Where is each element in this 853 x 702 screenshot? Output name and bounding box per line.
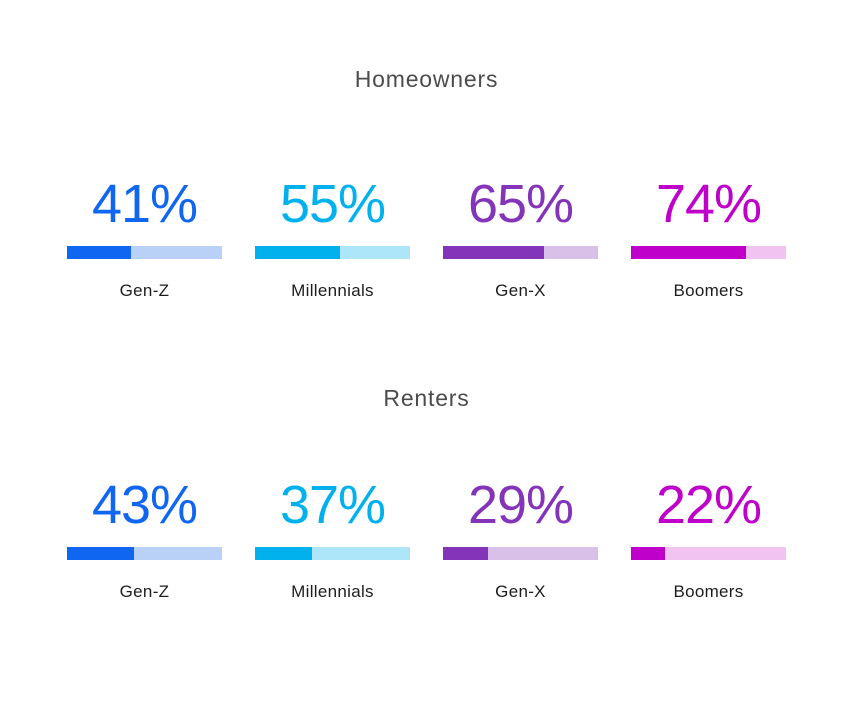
progress-bar-fill bbox=[67, 547, 134, 560]
progress-bar bbox=[631, 547, 786, 560]
stat-label: Gen-Z bbox=[119, 582, 170, 601]
stat-value: 41% bbox=[91, 174, 198, 234]
stat-value: 74% bbox=[655, 174, 762, 234]
stat-card-homeowners-boomers: 74% Boomers bbox=[631, 176, 786, 301]
stat-card-renters-boomers: 22% Boomers bbox=[631, 477, 786, 602]
stat-label: Boomers bbox=[673, 582, 744, 601]
stat-label: Millennials bbox=[291, 281, 374, 300]
progress-bar-fill bbox=[255, 547, 313, 560]
stat-card-homeowners-gen-z: 41% Gen-Z bbox=[67, 176, 222, 301]
progress-bar-fill bbox=[443, 547, 488, 560]
stat-card-renters-gen-z: 43% Gen-Z bbox=[67, 477, 222, 602]
progress-bar-fill bbox=[443, 246, 544, 259]
stat-label: Millennials bbox=[291, 582, 374, 601]
stat-label: Gen-Z bbox=[119, 281, 170, 300]
stat-card-renters-millennials: 37% Millennials bbox=[255, 477, 410, 602]
stat-card-homeowners-gen-x: 65% Gen-X bbox=[443, 176, 598, 301]
stat-value: 65% bbox=[467, 174, 574, 234]
stat-value: 37% bbox=[279, 475, 386, 535]
progress-bar bbox=[67, 246, 222, 259]
stat-label: Gen-X bbox=[495, 281, 546, 300]
stat-value: 22% bbox=[655, 475, 762, 535]
stat-value: 29% bbox=[467, 475, 574, 535]
progress-bar bbox=[443, 246, 598, 259]
section-title-homeowners: Homeowners bbox=[354, 66, 499, 92]
progress-bar-fill bbox=[631, 246, 746, 259]
stat-label: Gen-X bbox=[495, 582, 546, 601]
progress-bar bbox=[255, 547, 410, 560]
stats-row-homeowners: 41% Gen-Z 55% Millennials 65% Gen-X bbox=[0, 176, 853, 301]
progress-bar bbox=[631, 246, 786, 259]
progress-bar bbox=[443, 547, 598, 560]
stat-card-renters-gen-x: 29% Gen-X bbox=[443, 477, 598, 602]
progress-bar bbox=[67, 547, 222, 560]
progress-bar bbox=[255, 246, 410, 259]
progress-bar-fill bbox=[255, 246, 341, 259]
stat-label: Boomers bbox=[673, 281, 744, 300]
stat-value: 43% bbox=[91, 475, 198, 535]
section-renters: Renters 43% Gen-Z 37% Millennials 29% bbox=[0, 383, 853, 602]
stat-value: 55% bbox=[279, 174, 386, 234]
stats-row-renters: 43% Gen-Z 37% Millennials 29% Gen-X bbox=[0, 477, 853, 602]
section-homeowners: Homeowners 41% Gen-Z 55% Millennials 65% bbox=[0, 64, 853, 301]
progress-bar-fill bbox=[631, 547, 666, 560]
stat-card-homeowners-millennials: 55% Millennials bbox=[255, 176, 410, 301]
progress-bar-fill bbox=[67, 246, 131, 259]
section-title-renters: Renters bbox=[383, 385, 470, 411]
